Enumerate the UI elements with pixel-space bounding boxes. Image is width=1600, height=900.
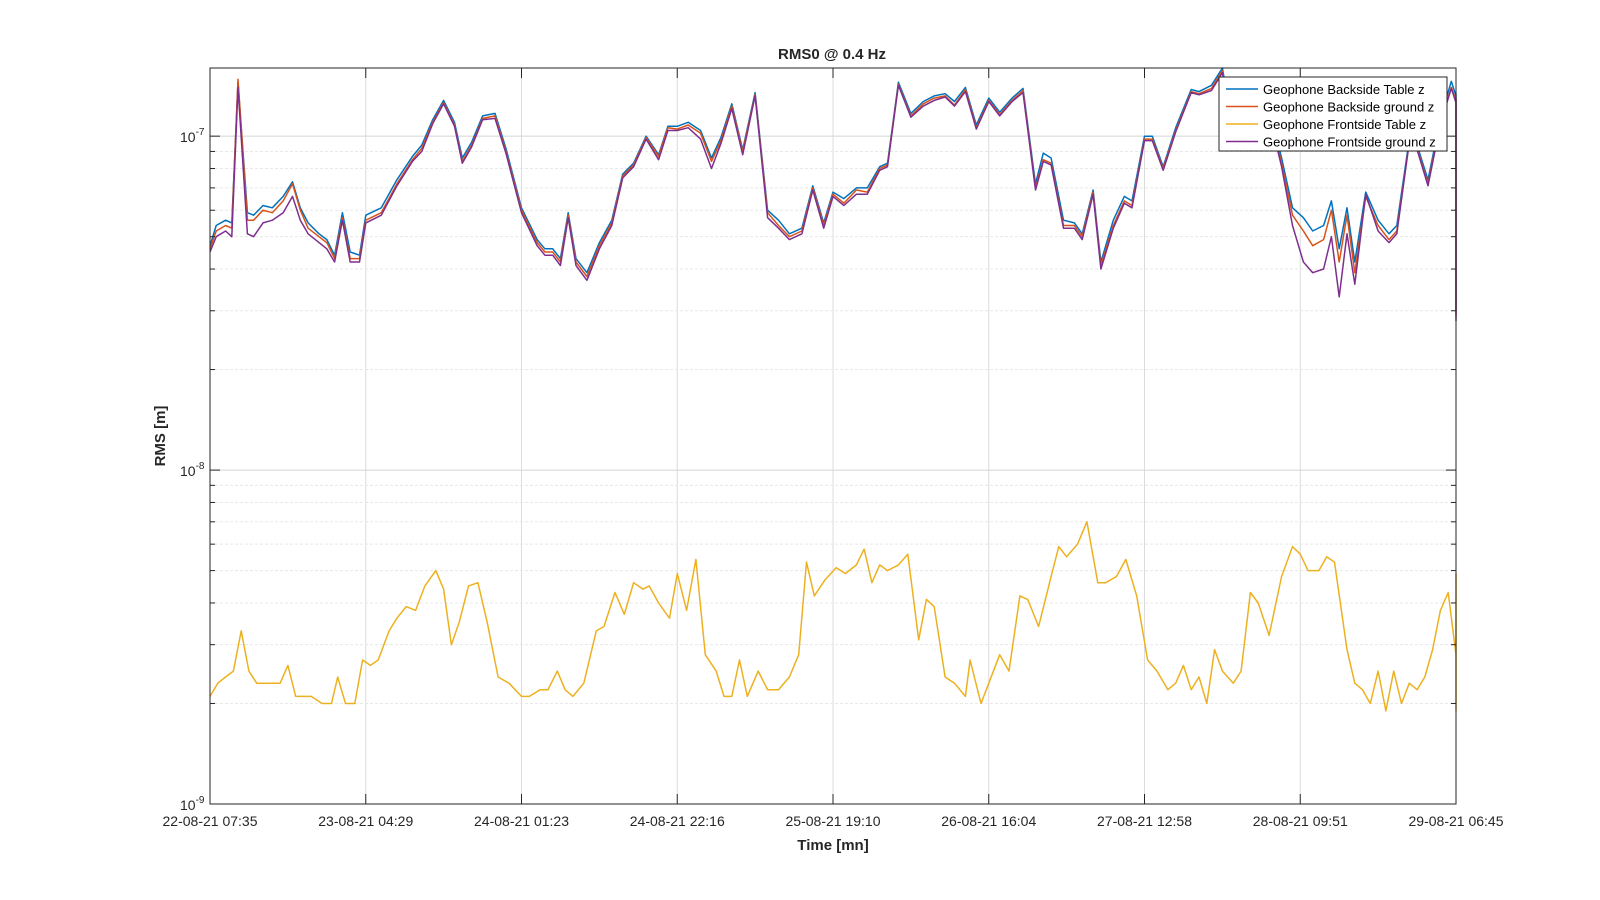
x-tick-label: 27-08-21 12:58: [1097, 813, 1192, 829]
x-tick-label: 28-08-21 09:51: [1253, 813, 1348, 829]
legend-items: Geophone Backside Table z Geophone Backsi…: [1226, 82, 1436, 150]
x-tick-labels: 22-08-21 07:35 23-08-21 04:29 24-08-21 01:…: [163, 813, 1504, 829]
x-axis-label: Time [mn]: [797, 837, 868, 854]
legend-label: Geophone Backside Table z: [1263, 82, 1425, 97]
x-tick-label: 25-08-21 19:10: [786, 813, 881, 829]
y-axis-label: RMS [m]: [152, 406, 169, 467]
plot-area: [209, 67, 1457, 805]
x-tick-label: 22-08-21 07:35: [163, 813, 258, 829]
series-line-geophone-frontside-table-z: [209, 521, 1457, 712]
x-tick-label: 26-08-21 16:04: [941, 813, 1036, 829]
x-tick-label: 24-08-21 22:16: [630, 813, 725, 829]
tick-marks: [209, 68, 1457, 805]
y-tick-label: 10-8: [180, 461, 205, 479]
legend-label: Geophone Frontside Table z: [1263, 117, 1426, 132]
chart-title: RMS0 @ 0.4 Hz: [778, 46, 886, 63]
legend: Geophone Backside Table z Geophone Backsi…: [1218, 76, 1448, 152]
x-tick-label: 24-08-21 01:23: [474, 813, 569, 829]
legend-label: Geophone Backside ground z: [1263, 100, 1434, 115]
legend-label: Geophone Frontside ground z: [1263, 135, 1436, 150]
x-tick-label: 23-08-21 04:29: [318, 813, 413, 829]
y-tick-label: 10-7: [180, 127, 205, 145]
y-tick-labels: 10-9 10-8 10-7: [180, 127, 205, 813]
y-tick-label: 10-9: [180, 795, 205, 813]
x-tick-label: 29-08-21 06:45: [1409, 813, 1504, 829]
